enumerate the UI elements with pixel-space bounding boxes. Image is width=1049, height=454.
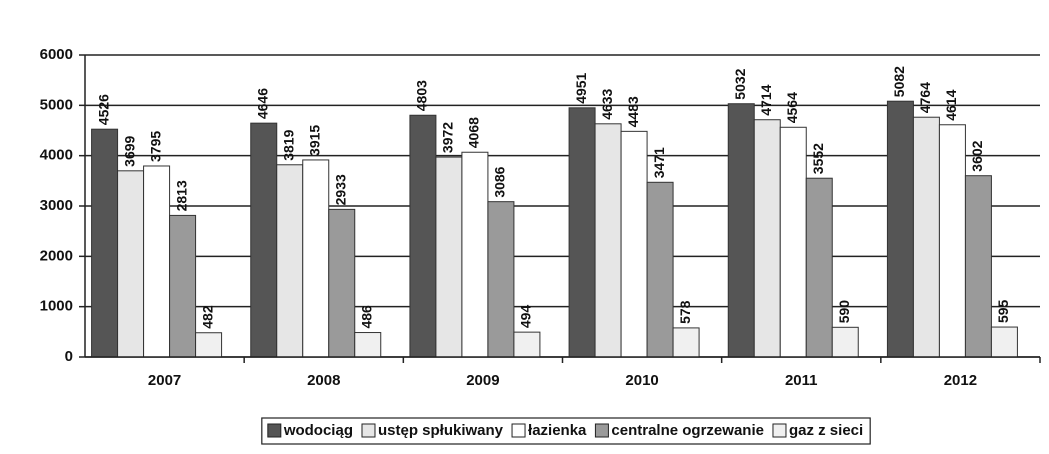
y-tick-label: 5000 xyxy=(40,96,73,113)
x-tick-label: 2012 xyxy=(944,372,977,389)
bar xyxy=(435,156,463,358)
data-label: 595 xyxy=(995,299,1011,323)
data-label: 4646 xyxy=(254,88,270,119)
y-tick-label: 4000 xyxy=(40,147,73,164)
data-label: 4564 xyxy=(784,92,800,123)
data-label: 3795 xyxy=(147,131,163,162)
data-label: 3471 xyxy=(651,147,667,178)
data-label: 4803 xyxy=(414,80,430,111)
y-tick-label: 0 xyxy=(65,348,73,365)
bar xyxy=(91,128,119,358)
x-tick-label: 2010 xyxy=(625,372,658,389)
bar xyxy=(594,123,622,358)
bar xyxy=(646,181,674,358)
bar xyxy=(727,103,755,358)
y-tick-label: 2000 xyxy=(40,247,73,264)
y-tick-label: 6000 xyxy=(40,46,73,63)
data-label: 2813 xyxy=(173,180,189,211)
data-label: 3819 xyxy=(280,129,296,160)
bar xyxy=(990,326,1018,358)
data-label: 4483 xyxy=(625,96,641,127)
data-label: 4764 xyxy=(917,82,933,113)
data-label: 4614 xyxy=(943,89,959,120)
data-label: 3915 xyxy=(306,125,322,156)
bar xyxy=(169,214,197,358)
data-label: 4951 xyxy=(573,72,589,103)
x-tick-label: 2009 xyxy=(466,372,499,389)
data-label: 5032 xyxy=(732,68,748,99)
data-label: 5082 xyxy=(891,66,907,97)
data-label: 482 xyxy=(199,305,215,329)
legend-swatch xyxy=(267,423,282,438)
data-label: 4714 xyxy=(758,84,774,115)
bar xyxy=(302,159,330,358)
legend-swatch xyxy=(361,423,376,438)
bar xyxy=(753,119,781,358)
data-label: 590 xyxy=(836,300,852,324)
bar xyxy=(513,331,541,358)
bar xyxy=(328,208,356,358)
bar xyxy=(805,177,833,358)
bar xyxy=(964,175,992,358)
y-tick-label: 1000 xyxy=(40,298,73,315)
legend-label: centralne ogrzewanie xyxy=(611,422,764,439)
bar xyxy=(779,126,807,358)
bar xyxy=(912,116,940,358)
data-label: 2933 xyxy=(332,174,348,205)
data-label: 486 xyxy=(358,305,374,329)
legend-swatch xyxy=(511,423,526,438)
data-label: 3086 xyxy=(492,166,508,197)
bar xyxy=(276,164,304,358)
bar xyxy=(886,100,914,358)
data-label: 3972 xyxy=(440,122,456,153)
bar xyxy=(487,201,515,358)
bar xyxy=(672,327,700,358)
bar xyxy=(568,107,596,358)
bar xyxy=(938,124,966,358)
x-tick-label: 2008 xyxy=(307,372,340,389)
legend-label: wodociąg xyxy=(283,422,353,439)
bar xyxy=(143,165,171,358)
data-label: 4068 xyxy=(466,117,482,148)
legend-label: ustęp spłukiwany xyxy=(378,422,504,439)
x-tick-label: 2011 xyxy=(785,372,818,389)
bar xyxy=(831,326,859,358)
x-tick-label: 2007 xyxy=(148,372,181,389)
bar xyxy=(117,170,145,358)
data-label: 4633 xyxy=(599,88,615,119)
legend-swatch xyxy=(594,423,609,438)
legend-label: gaz z sieci xyxy=(789,422,863,439)
bar xyxy=(409,114,437,358)
data-label: 4526 xyxy=(95,94,111,125)
bar xyxy=(354,332,382,358)
data-label: 578 xyxy=(677,300,693,324)
bar xyxy=(620,130,648,358)
data-label: 3552 xyxy=(810,143,826,174)
legend-label: łazienka xyxy=(528,422,587,439)
bar xyxy=(195,332,223,358)
data-label: 3602 xyxy=(969,140,985,171)
y-tick-label: 3000 xyxy=(40,197,73,214)
data-label: 494 xyxy=(518,305,534,329)
bar xyxy=(461,151,489,358)
legend-swatch xyxy=(772,423,787,438)
bar xyxy=(250,122,278,358)
data-label: 3699 xyxy=(121,135,137,166)
